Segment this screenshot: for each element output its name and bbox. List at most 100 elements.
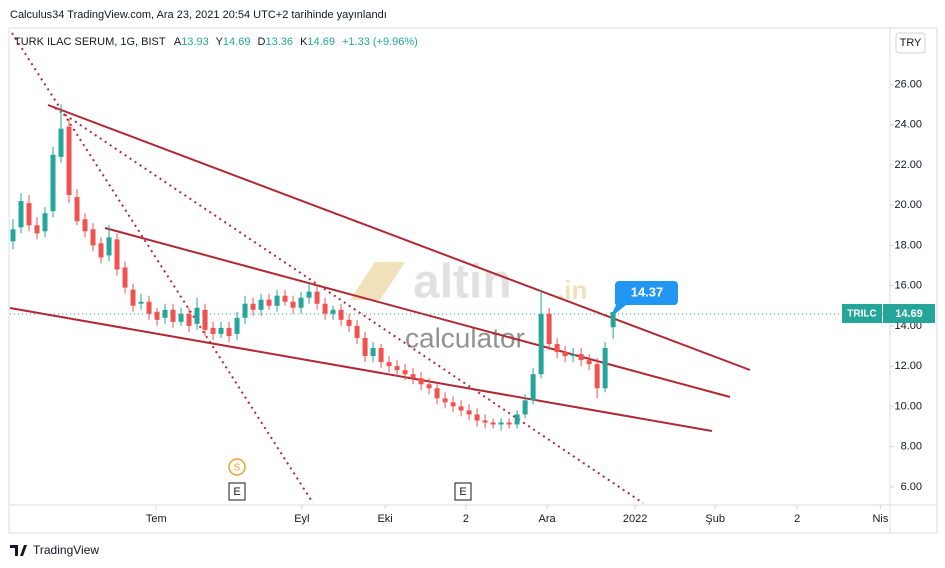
- frame: [8, 27, 938, 534]
- candle-body: [242, 303, 248, 318]
- brand-logo: [10, 545, 27, 556]
- x-tick-label: 2022: [623, 513, 647, 525]
- candle-body: [74, 197, 80, 222]
- candle-body: [258, 299, 264, 310]
- candle-body: [546, 313, 552, 344]
- legend-value: 14.69: [223, 36, 251, 48]
- legend-change: +1.33 (+9.96%): [342, 36, 418, 48]
- symbol-box: [842, 304, 882, 323]
- watermark-text-2: calculator: [405, 322, 525, 353]
- publisher: Calculus34 TradingView.com, Ara 23, 2021…: [10, 9, 387, 21]
- dividend-icon[interactable]: [228, 458, 246, 476]
- candle-body: [18, 201, 24, 228]
- candle-body: [346, 319, 352, 326]
- drawings: [9, 32, 751, 504]
- legend-value: 14.69: [307, 36, 335, 48]
- candle-body: [466, 410, 472, 415]
- candle-body: [34, 225, 40, 234]
- candle-body: [386, 362, 392, 367]
- legend-key: Y: [216, 36, 224, 48]
- candle-body: [418, 378, 424, 385]
- candle-body: [450, 402, 456, 407]
- legend-key: A: [174, 36, 182, 48]
- candle-body: [146, 301, 152, 314]
- symbol: TRILC: [847, 309, 876, 320]
- candle-body: [98, 243, 104, 258]
- currency-box[interactable]: [895, 32, 926, 54]
- candle-body: [58, 128, 64, 157]
- y-tick-label: 20.00: [894, 199, 922, 211]
- candle-body: [602, 348, 608, 389]
- y-tick-label: 10.00: [894, 400, 922, 412]
- earnings-letter: E: [233, 486, 240, 498]
- dividend-letter: S: [234, 463, 241, 474]
- candle-body: [138, 301, 144, 304]
- candle-body: [426, 384, 432, 389]
- candle-body: [234, 317, 240, 334]
- dotted-line: [54, 107, 644, 504]
- candle-body: [338, 309, 344, 320]
- candle-body: [522, 400, 528, 415]
- candle-body: [170, 309, 176, 322]
- candle-body: [474, 414, 480, 421]
- watermark-logo: [350, 262, 405, 300]
- candle-body: [482, 420, 488, 423]
- candle-body: [282, 295, 288, 302]
- candle-body: [538, 313, 544, 375]
- candle-body: [562, 352, 568, 357]
- x-tick-label: 2: [463, 513, 469, 525]
- currency[interactable]: TRY: [900, 37, 922, 49]
- last-price-box: [883, 304, 935, 323]
- y-tick-label: 8.00: [901, 441, 922, 453]
- candle-body: [578, 354, 584, 361]
- candle-body: [290, 301, 296, 308]
- candle-body: [458, 406, 464, 411]
- candle-body: [354, 325, 360, 338]
- candle-body: [122, 267, 128, 288]
- candle-body: [202, 309, 208, 330]
- candle-body: [162, 309, 168, 318]
- candle-body: [10, 229, 16, 242]
- candle-body: [298, 297, 304, 308]
- candle-body: [570, 354, 576, 357]
- candle-body: [90, 229, 96, 246]
- candle-body: [66, 126, 72, 196]
- candle-body: [42, 213, 48, 232]
- candle-body: [514, 414, 520, 425]
- candle-body: [26, 203, 32, 226]
- x-tick-label: 2: [794, 513, 800, 525]
- candle-body: [186, 313, 192, 326]
- candle-body: [266, 299, 272, 306]
- candle-body: [594, 364, 600, 389]
- earnings-icon[interactable]: [228, 482, 246, 501]
- earnings-icon[interactable]: [454, 482, 472, 501]
- candle-body: [530, 374, 536, 401]
- candle-body: [554, 343, 560, 353]
- candle-body: [498, 422, 504, 425]
- candle-body: [306, 291, 312, 298]
- y-tick-label: 26.00: [894, 78, 922, 90]
- candle-body: [82, 219, 88, 232]
- candle-body: [362, 337, 368, 357]
- y-tick-label: 6.00: [901, 481, 922, 493]
- candle-body: [402, 370, 408, 375]
- x-tick-label: Ara: [539, 513, 557, 525]
- candle-body: [226, 327, 232, 336]
- x-tick-label: Eyl: [294, 513, 309, 525]
- earnings-letter: E: [459, 486, 466, 498]
- watermark-text: altin: [413, 256, 512, 309]
- trend-line: [47, 104, 751, 371]
- brand: TradingView: [33, 543, 99, 557]
- y-tick-label: 18.00: [894, 239, 922, 251]
- legend-value: 13.93: [181, 36, 209, 48]
- x-tick-label: Tem: [146, 513, 167, 525]
- x-tick-label: Eki: [377, 513, 392, 525]
- candle-body: [274, 295, 280, 306]
- candle-body: [610, 311, 616, 328]
- candle-body: [106, 237, 112, 256]
- candle-body: [114, 239, 120, 270]
- legend-value: 13.36: [265, 36, 293, 48]
- trend-line: [104, 227, 731, 398]
- callout: [610, 281, 678, 318]
